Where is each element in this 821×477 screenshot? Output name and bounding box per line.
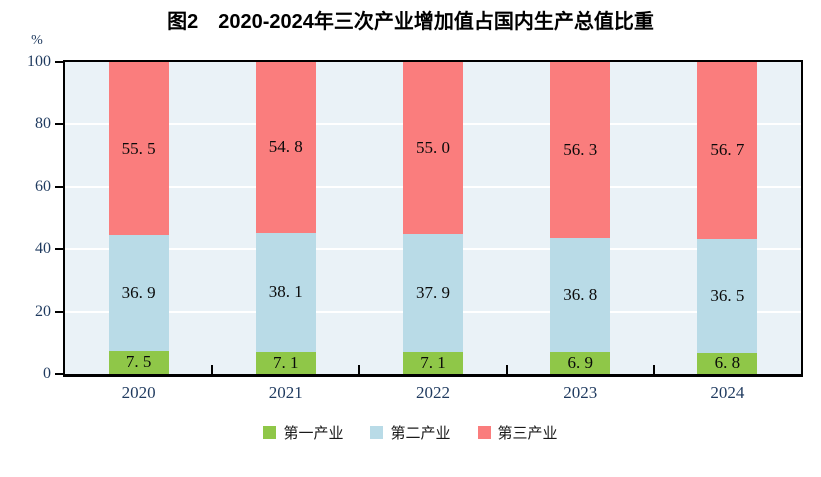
y-axis-tick-label: 0 — [43, 365, 51, 382]
bar-value-label: 7. 1 — [420, 352, 446, 372]
y-axis-tick — [55, 310, 63, 313]
bar-value-label: 36. 9 — [121, 283, 156, 303]
y-axis-tick — [55, 373, 63, 375]
bar-value-label: 56. 7 — [710, 140, 745, 160]
legend-label: 第二产业 — [390, 426, 451, 442]
legend-swatch-icon — [477, 426, 491, 439]
y-axis-tick-label: 40 — [35, 240, 51, 258]
bar-value-label: 6. 9 — [567, 353, 593, 373]
bar-value-label: 55. 0 — [416, 137, 450, 157]
x-axis-tick — [358, 365, 361, 374]
legend-label: 第三产业 — [497, 426, 558, 442]
y-axis-tick — [55, 123, 63, 126]
legend-label: 第一产业 — [283, 426, 344, 442]
bar-segment-第三产业 — [403, 62, 463, 234]
bar-segment-第一产业 — [697, 352, 758, 374]
x-axis-category-label: 2023 — [563, 383, 598, 402]
bar-segment-第一产业 — [403, 351, 463, 374]
x-axis-category-label: 2022 — [416, 383, 450, 402]
x-axis-category-label: 2024 — [710, 383, 745, 402]
bar-segment-第三产业 — [550, 62, 611, 238]
x-axis-tick — [652, 365, 655, 374]
bar-value-label: 6. 8 — [714, 353, 741, 373]
x-axis-tick — [505, 365, 508, 374]
x-axis-category-label: 2021 — [268, 383, 303, 402]
bar-segment-第二产业 — [697, 238, 758, 353]
bar-segment-第三产业 — [255, 62, 316, 233]
bar-segment-第三产业 — [108, 62, 169, 236]
legend-item: 第一产业 — [263, 422, 343, 443]
bar-value-label: 37. 9 — [416, 282, 450, 302]
legend-item: 第二产业 — [370, 422, 451, 443]
x-axis-category-label: 2020 — [121, 383, 156, 402]
y-axis-tick-label: 20 — [35, 302, 51, 320]
bar-segment-第二产业 — [403, 233, 463, 352]
bar-value-label: 36. 8 — [563, 285, 598, 305]
bar-value-label: 36. 5 — [710, 285, 745, 305]
y-axis-tick-label: 60 — [35, 177, 51, 195]
legend-item: 第三产业 — [477, 422, 558, 443]
bar-value-label: 55. 5 — [121, 138, 156, 158]
bar-value-label: 54. 8 — [268, 137, 303, 157]
bar-segment-第一产业 — [550, 352, 611, 374]
bar-value-label: 7. 1 — [273, 352, 299, 372]
y-axis-tick — [55, 61, 63, 63]
bar-value-label: 38. 1 — [268, 282, 303, 302]
y-axis-tick-label: 80 — [35, 115, 51, 133]
bar-segment-第二产业 — [108, 235, 169, 351]
legend-swatch-icon — [370, 426, 384, 439]
bar-segment-第三产业 — [697, 62, 758, 239]
bar-segment-第一产业 — [108, 350, 169, 374]
bar-segment-第一产业 — [255, 351, 316, 374]
bar-value-label: 56. 3 — [563, 139, 598, 159]
y-axis-unit-label: % — [31, 33, 43, 48]
chart-title: 图2 2020-2024年三次产业增加值占国内生产总值比重 — [167, 11, 654, 33]
bar-value-label: 7. 5 — [125, 352, 152, 372]
plot-area: 7. 5 36. 9 55. 5 7. 1 38. 1 54. 8 7. 1 37. 9 55.… — [63, 60, 803, 377]
y-axis-tick — [55, 185, 63, 188]
bar-segment-第二产业 — [550, 237, 611, 353]
y-axis-tick — [55, 248, 63, 251]
bar-segment-第二产业 — [255, 233, 316, 352]
legend-swatch-icon — [263, 426, 277, 439]
legend: 第一产业 第二产业 第三产业 — [0, 422, 821, 443]
x-axis-tick — [211, 365, 214, 374]
y-axis-tick-label: 100 — [27, 53, 51, 70]
